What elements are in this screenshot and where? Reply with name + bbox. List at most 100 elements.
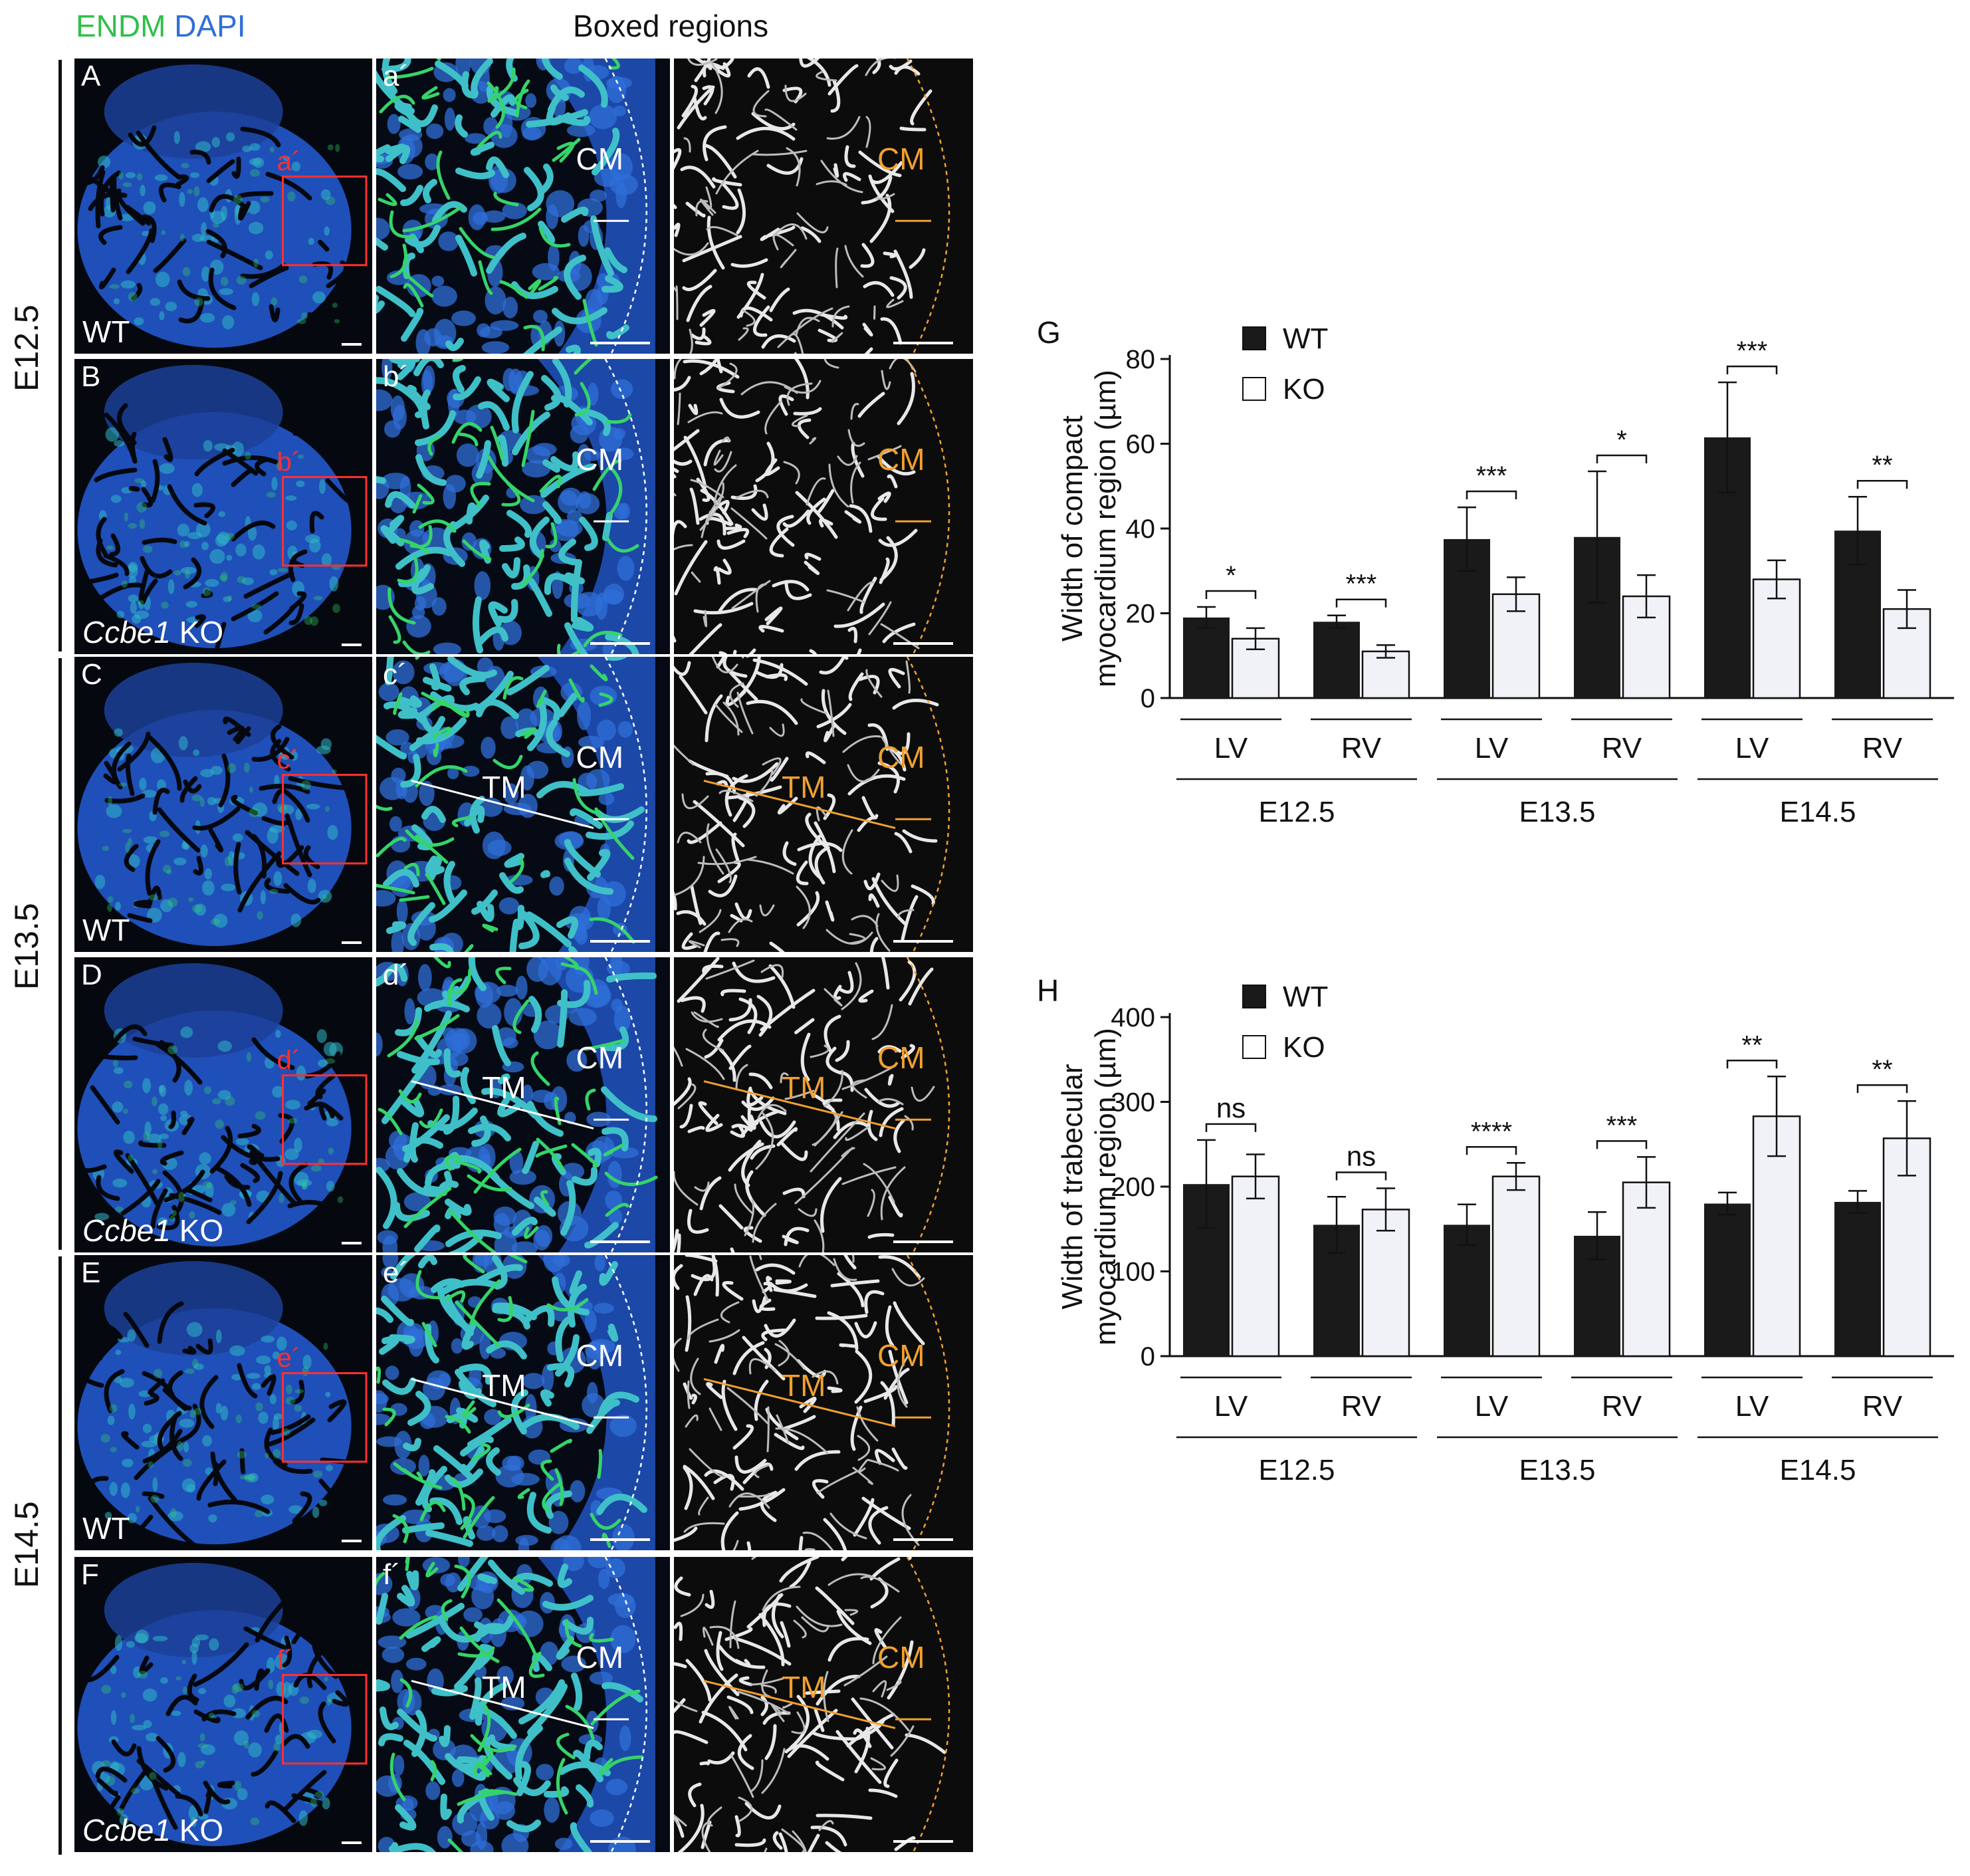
y-axis-label: Width of trabecular <box>1056 1064 1089 1309</box>
boxed-region-color-panel: b´ CM <box>376 359 670 654</box>
panel-letter: C <box>81 658 102 691</box>
x-tick-label: RV <box>1341 1390 1382 1423</box>
stage-label-e12: E12.5 <box>8 304 45 392</box>
y-tick-label: 100 <box>1111 1258 1155 1287</box>
stage-bar-e14 <box>58 1256 62 1855</box>
x-tick-label: LV <box>1214 732 1248 764</box>
x-tick-label: RV <box>1341 732 1382 764</box>
tm-annotation-gray: TM <box>782 1070 826 1105</box>
boxed-region-color-panel: d´ CM TM <box>376 957 670 1252</box>
x-tick-label: LV <box>1735 1390 1769 1423</box>
boxed-regions-title: Boxed regions <box>573 9 769 43</box>
boxed-region-color-panel: a´ CM <box>376 59 670 354</box>
boxed-region-gray-panel: CM TM <box>674 1255 973 1550</box>
boxed-region-label: f´ <box>276 1645 294 1675</box>
y-axis-label: Width of compact <box>1056 415 1089 642</box>
legend-label-ko: KO <box>1283 1031 1325 1064</box>
boxed-region-gray-panel: CM TM <box>674 1557 973 1852</box>
group-label: E12.5 <box>1259 1454 1335 1486</box>
tm-annotation-gray: TM <box>782 1669 826 1704</box>
y-tick-label: 80 <box>1126 345 1156 374</box>
x-tick-label: RV <box>1602 1390 1642 1423</box>
legend-label-ko: KO <box>1283 373 1325 406</box>
significance-bracket <box>1726 1060 1778 1069</box>
cm-annotation-gray: CM <box>877 740 925 775</box>
genotype-label: WT <box>82 913 130 947</box>
significance-label: * <box>1616 425 1627 455</box>
tm-annotation: TM <box>482 1669 526 1704</box>
panel-sub-letter: d´ <box>383 959 409 991</box>
cm-annotation: CM <box>576 1040 624 1076</box>
significance-label: ns <box>1347 1141 1376 1172</box>
bar-ko <box>1491 1175 1541 1357</box>
y-tick-label: 40 <box>1126 515 1156 544</box>
legend-label-wt: WT <box>1283 322 1328 355</box>
bar-wt <box>1183 617 1230 698</box>
tm-annotation: TM <box>482 769 526 804</box>
genotype-label: WT <box>82 1511 130 1546</box>
significance-label: ** <box>1872 1055 1892 1084</box>
tm-annotation: TM <box>482 1070 526 1105</box>
chart-panel-letter: H <box>1037 973 1059 1008</box>
bar-wt <box>1834 1201 1881 1356</box>
x-tick-label: LV <box>1475 1390 1509 1423</box>
significance-label: ** <box>1872 451 1892 480</box>
significance-bracket <box>1466 1146 1517 1155</box>
tm-annotation-gray: TM <box>782 769 826 804</box>
boxed-region-color-panel: c´ CM TM <box>376 657 670 952</box>
significance-label: * <box>1226 561 1236 590</box>
group-label: E14.5 <box>1780 796 1856 828</box>
chart-g-compact-myocardium: G Width of compact myocardium region (µm) 0… <box>1037 315 1954 828</box>
cm-annotation-gray: CM <box>877 1338 925 1373</box>
panel-letter: A <box>81 60 101 92</box>
bar-wt <box>1444 1225 1490 1356</box>
legend-swatch-ko <box>1242 1035 1266 1059</box>
significance-label: *** <box>1346 570 1377 599</box>
y-tick-label: 400 <box>1111 1003 1155 1032</box>
x-tick-label: LV <box>1475 732 1509 764</box>
stage-label-e13: E13.5 <box>8 903 45 990</box>
significance-label: ** <box>1741 1030 1762 1060</box>
boxed-region-color-panel: e´ CM TM <box>376 1255 670 1550</box>
tm-annotation-gray: TM <box>782 1367 826 1403</box>
significance-bracket <box>1205 590 1257 599</box>
genotype-label: WT <box>82 314 130 349</box>
cm-annotation: CM <box>576 142 624 177</box>
significance-bracket <box>1726 365 1778 375</box>
stage-bar-e13 <box>58 658 62 1250</box>
y-tick-label: 300 <box>1111 1088 1155 1117</box>
panel-letter: E <box>81 1256 101 1289</box>
x-tick-label: RV <box>1602 732 1642 764</box>
panel-sub-letter: f´ <box>383 1558 401 1591</box>
boxed-region-label: d´ <box>276 1046 301 1076</box>
bar-ko <box>1231 1175 1280 1357</box>
tm-annotation: TM <box>482 1367 526 1403</box>
panel-sub-letter: b´ <box>383 360 409 393</box>
significance-label: ns <box>1216 1092 1246 1123</box>
cm-annotation: CM <box>576 740 624 775</box>
cm-annotation-gray: CM <box>877 1640 925 1675</box>
y-tick-label: 0 <box>1141 1342 1155 1371</box>
significance-bracket <box>1596 1140 1648 1149</box>
group-label: E14.5 <box>1780 1454 1856 1486</box>
x-tick-label: LV <box>1735 732 1769 764</box>
panel-letter: F <box>81 1558 99 1591</box>
y-axis-label: myocardium region (µm) <box>1089 370 1122 687</box>
bar-wt <box>1313 622 1360 698</box>
stain-legend: ENDM DAPI <box>76 8 246 44</box>
bar-wt <box>1704 1203 1751 1356</box>
x-tick-label: LV <box>1214 1390 1248 1423</box>
boxed-region-label: e´ <box>276 1344 301 1373</box>
legend-label-wt: WT <box>1283 981 1328 1013</box>
boxed-region-color-panel: f´ CM TM <box>376 1557 670 1852</box>
y-tick-label: 200 <box>1111 1173 1155 1202</box>
genotype-label: Ccbe1 KO <box>82 1213 224 1248</box>
group-label: E13.5 <box>1519 796 1596 828</box>
cm-annotation-gray: CM <box>877 442 925 477</box>
bar-ko <box>1361 650 1410 699</box>
